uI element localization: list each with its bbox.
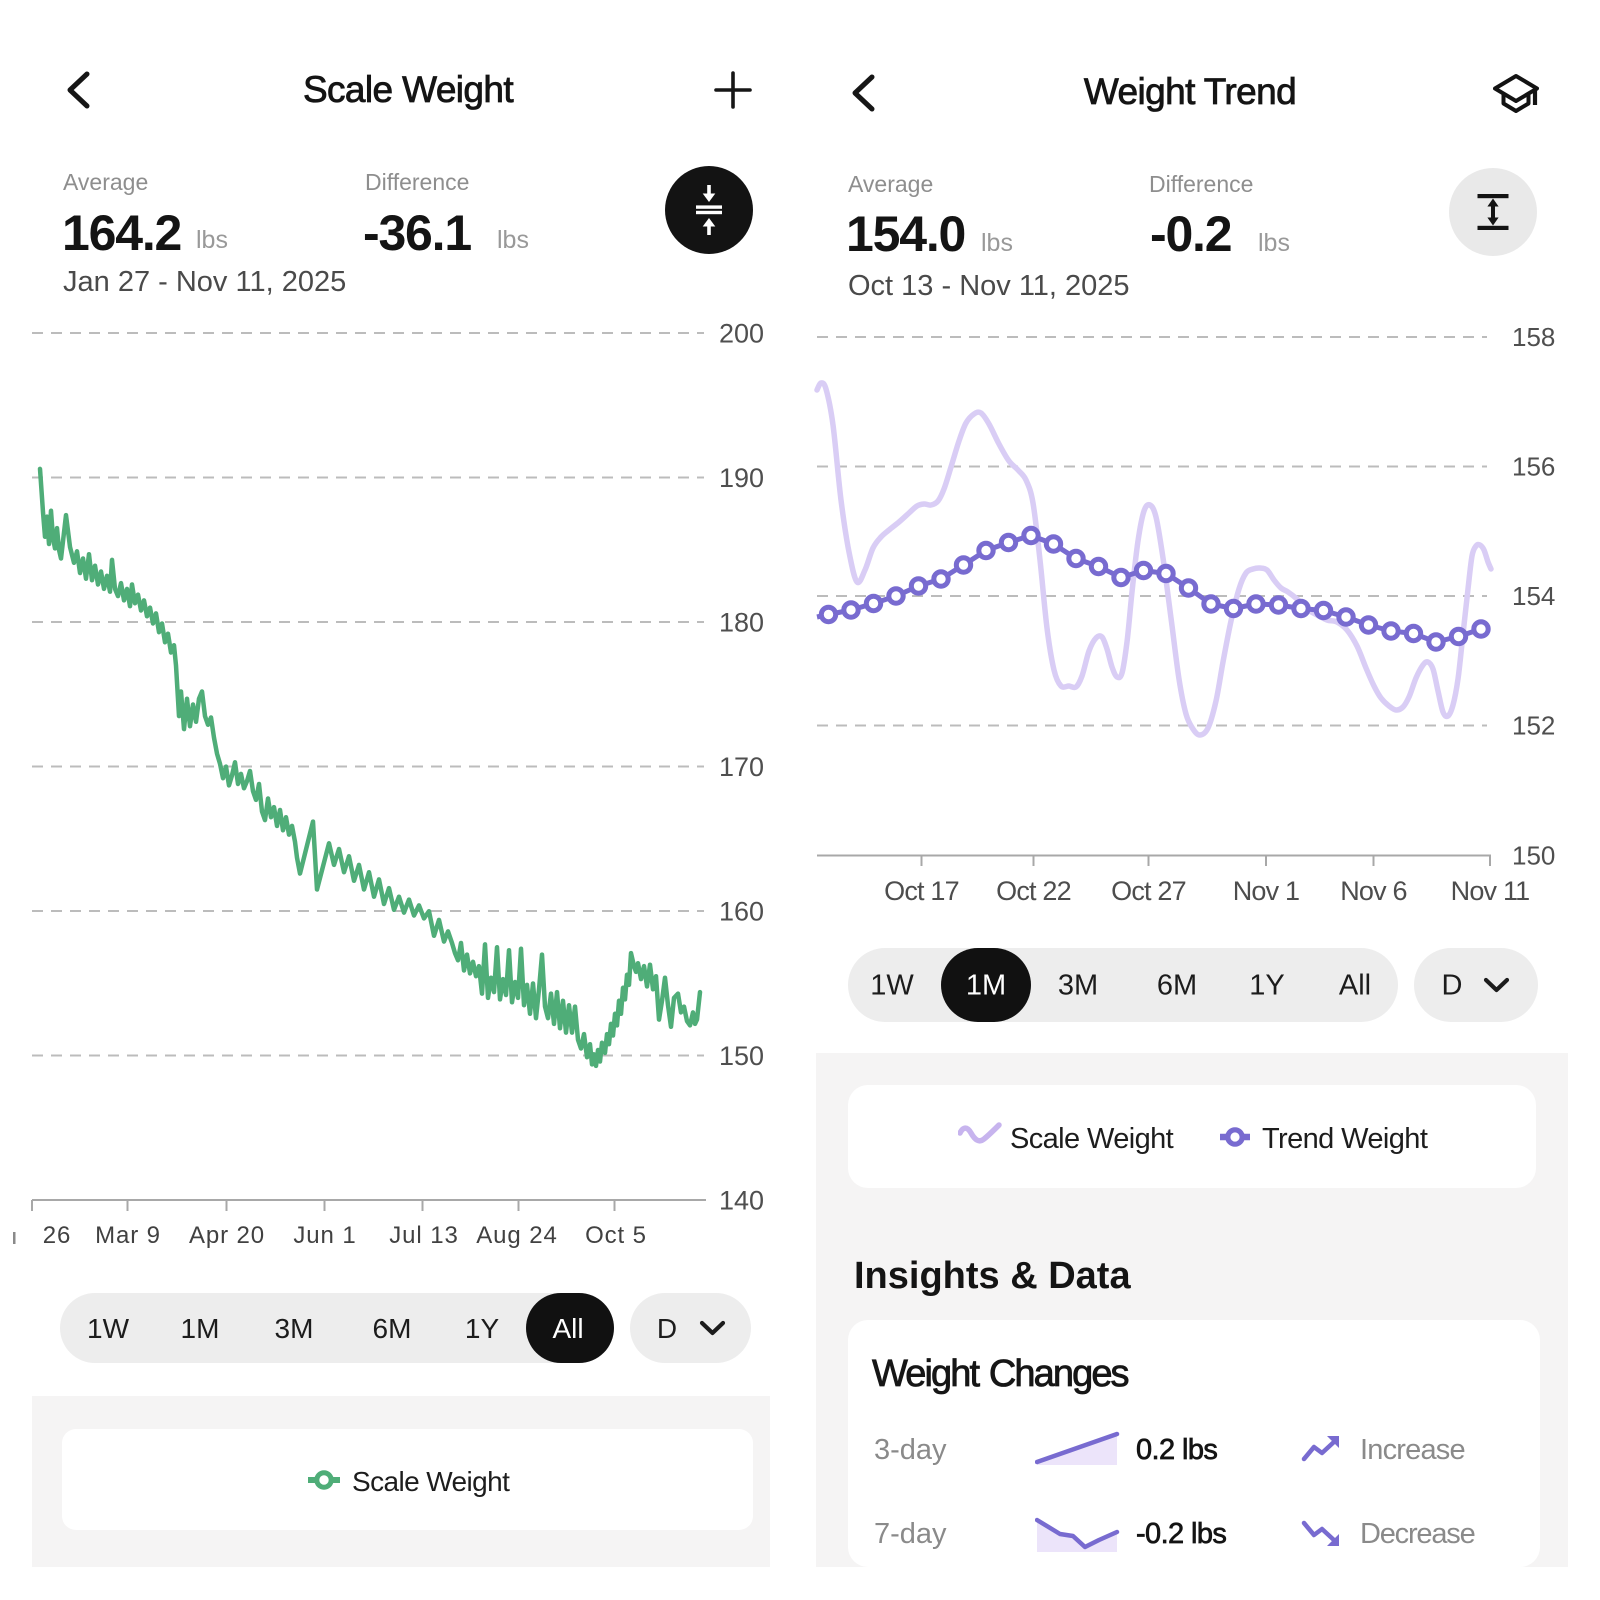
svg-text:26: 26 xyxy=(43,1222,72,1249)
svg-text:140: 140 xyxy=(719,1186,764,1216)
svg-text:200: 200 xyxy=(719,319,764,349)
svg-text:150: 150 xyxy=(719,1041,764,1071)
svg-text:Mar 9: Mar 9 xyxy=(95,1222,161,1249)
svg-text:Jun 1: Jun 1 xyxy=(293,1222,356,1249)
svg-text:Oct 22: Oct 22 xyxy=(996,876,1071,906)
svg-text:156: 156 xyxy=(1512,452,1555,482)
svg-text:Oct 5: Oct 5 xyxy=(585,1222,647,1249)
svg-text:160: 160 xyxy=(719,897,764,927)
svg-text:Oct 27: Oct 27 xyxy=(1111,876,1186,906)
svg-text:158: 158 xyxy=(1512,322,1555,352)
svg-text:Nov 6: Nov 6 xyxy=(1340,876,1407,906)
svg-text:Jul 13: Jul 13 xyxy=(389,1222,458,1249)
svg-text:150: 150 xyxy=(1512,841,1555,871)
svg-text:Nov 11: Nov 11 xyxy=(1451,876,1530,906)
svg-text:Apr 20: Apr 20 xyxy=(189,1222,265,1249)
svg-text:170: 170 xyxy=(719,752,764,782)
svg-text:180: 180 xyxy=(719,608,764,638)
svg-text:152: 152 xyxy=(1512,711,1555,741)
svg-text:Oct 17: Oct 17 xyxy=(884,876,959,906)
svg-text:154: 154 xyxy=(1512,581,1555,611)
svg-text:Aug 24: Aug 24 xyxy=(476,1222,557,1249)
svg-text:Nov 1: Nov 1 xyxy=(1233,876,1300,906)
svg-text:190: 190 xyxy=(719,463,764,493)
